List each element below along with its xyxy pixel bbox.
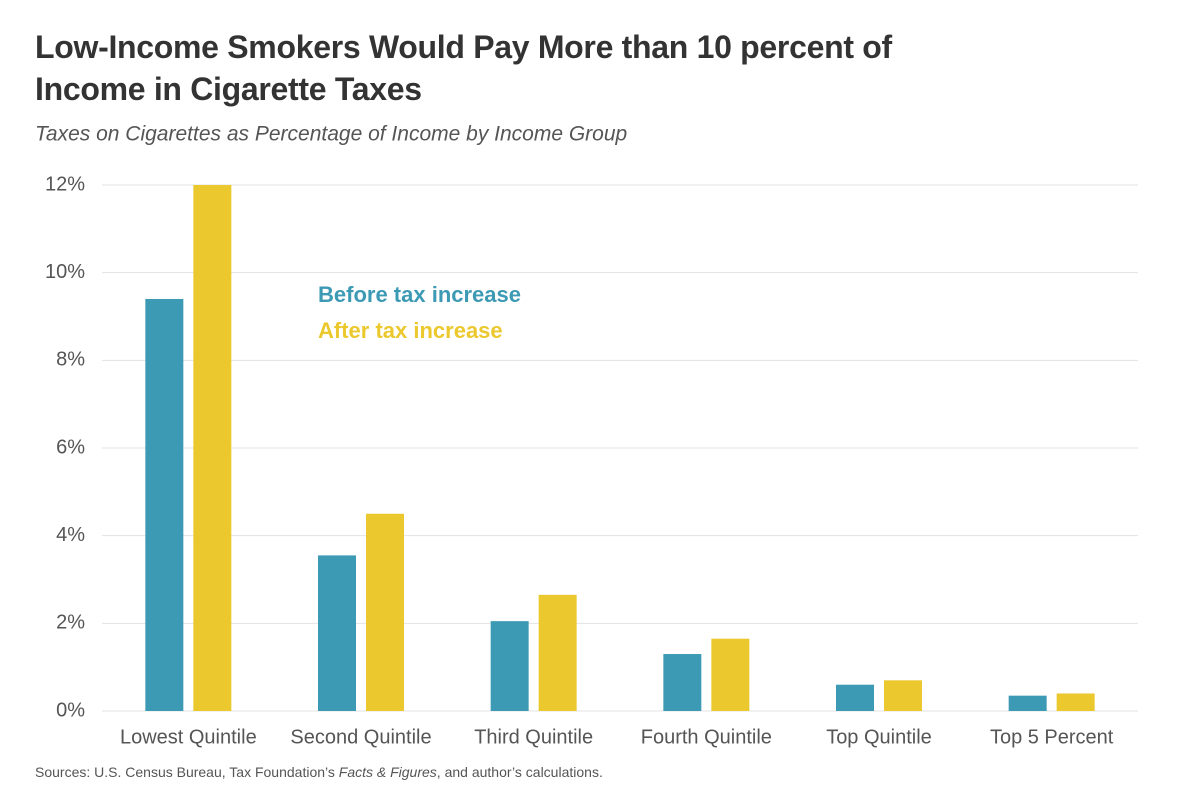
chart-title: Low-Income Smokers Would Pay More than 1…: [35, 29, 892, 107]
source-text: Facts & Figures: [339, 764, 437, 780]
x-tick-label: Top Quintile: [826, 726, 932, 748]
x-tick-label: Third Quintile: [474, 726, 593, 748]
bar: [366, 513, 404, 711]
bar: [1008, 695, 1047, 711]
bar: [663, 654, 702, 711]
bar: [318, 555, 356, 711]
y-tick-label: 2%: [56, 612, 85, 634]
bar: [711, 638, 750, 711]
source-text: , and author’s calculations.: [437, 764, 603, 780]
y-tick-label: 4%: [56, 524, 85, 546]
y-tick-label: 12%: [45, 173, 85, 195]
bar: [490, 621, 529, 711]
x-tick-label: Second Quintile: [290, 726, 431, 748]
y-tick-label: 6%: [56, 436, 85, 458]
bar: [145, 298, 184, 711]
bar: [836, 684, 874, 711]
source-note: Sources: U.S. Census Bureau, Tax Foundat…: [35, 764, 603, 780]
legend-label: After tax increase: [318, 318, 503, 343]
bar: [538, 594, 577, 711]
chart-subtitle: Taxes on Cigarettes as Percentage of Inc…: [35, 123, 627, 146]
y-tick-label: 10%: [45, 261, 85, 283]
x-tick-label: Top 5 Percent: [990, 726, 1114, 748]
legend-label: Before tax increase: [318, 282, 521, 307]
bar: [193, 185, 232, 711]
y-tick-label: 0%: [56, 699, 85, 721]
source-text: Sources: U.S. Census Bureau, Tax Foundat…: [35, 764, 339, 780]
bar: [1056, 693, 1095, 711]
x-tick-label: Fourth Quintile: [641, 726, 772, 748]
bar: [884, 680, 922, 711]
x-tick-label: Lowest Quintile: [120, 726, 257, 748]
y-tick-label: 8%: [56, 349, 85, 371]
